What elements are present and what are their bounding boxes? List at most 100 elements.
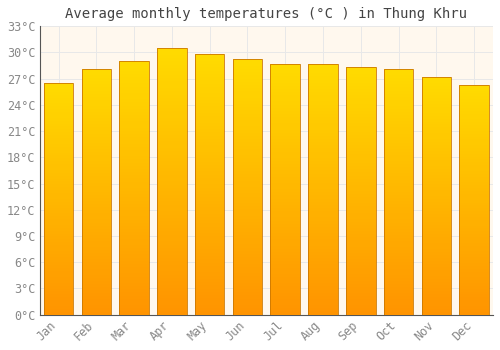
Bar: [460, 93, 489, 96]
Bar: [346, 67, 376, 315]
Bar: [157, 265, 186, 268]
Bar: [120, 213, 149, 216]
Bar: [157, 94, 186, 98]
Bar: [270, 161, 300, 164]
Bar: [308, 92, 338, 95]
Bar: [346, 278, 376, 281]
Bar: [44, 106, 73, 109]
Bar: [422, 279, 451, 282]
Bar: [384, 103, 414, 106]
Bar: [232, 264, 262, 267]
Bar: [120, 137, 149, 140]
Bar: [308, 267, 338, 271]
Bar: [44, 184, 73, 187]
Bar: [460, 88, 489, 91]
Bar: [422, 264, 451, 267]
Bar: [232, 187, 262, 190]
Bar: [346, 188, 376, 191]
Bar: [384, 180, 414, 183]
Bar: [44, 219, 73, 222]
Bar: [195, 74, 224, 77]
Bar: [422, 178, 451, 181]
Bar: [195, 217, 224, 220]
Bar: [157, 294, 186, 298]
Bar: [120, 229, 149, 232]
Bar: [82, 186, 111, 189]
Bar: [232, 273, 262, 276]
Bar: [195, 54, 224, 57]
Bar: [422, 270, 451, 273]
Bar: [308, 264, 338, 267]
Bar: [195, 165, 224, 168]
Bar: [270, 189, 300, 192]
Bar: [460, 162, 489, 165]
Bar: [308, 64, 338, 67]
Bar: [157, 274, 186, 278]
Bar: [384, 91, 414, 94]
Bar: [232, 251, 262, 254]
Bar: [346, 274, 376, 278]
Bar: [270, 79, 300, 83]
Bar: [270, 274, 300, 277]
Bar: [44, 274, 73, 277]
Bar: [460, 111, 489, 113]
Bar: [384, 72, 414, 75]
Bar: [120, 102, 149, 106]
Bar: [346, 234, 376, 237]
Bar: [195, 168, 224, 172]
Bar: [120, 150, 149, 153]
Bar: [346, 79, 376, 83]
Bar: [44, 164, 73, 167]
Bar: [195, 223, 224, 227]
Bar: [44, 300, 73, 303]
Bar: [422, 142, 451, 145]
Bar: [460, 174, 489, 177]
Bar: [422, 252, 451, 255]
Bar: [270, 105, 300, 108]
Bar: [195, 139, 224, 142]
Bar: [82, 275, 111, 278]
Bar: [308, 133, 338, 136]
Bar: [82, 69, 111, 72]
Bar: [422, 258, 451, 261]
Bar: [308, 299, 338, 302]
Bar: [157, 208, 186, 211]
Bar: [270, 67, 300, 70]
Bar: [82, 140, 111, 143]
Bar: [82, 69, 111, 315]
Bar: [460, 306, 489, 309]
Bar: [195, 266, 224, 269]
Bar: [157, 268, 186, 271]
Bar: [346, 246, 376, 250]
Bar: [120, 210, 149, 213]
Bar: [157, 91, 186, 95]
Bar: [232, 152, 262, 155]
Bar: [120, 159, 149, 162]
Bar: [44, 291, 73, 294]
Bar: [308, 186, 338, 189]
Bar: [157, 248, 186, 251]
Bar: [270, 117, 300, 120]
Bar: [44, 124, 73, 126]
Bar: [346, 77, 376, 80]
Bar: [44, 239, 73, 242]
Bar: [346, 172, 376, 175]
Bar: [82, 164, 111, 167]
Bar: [157, 81, 186, 85]
Bar: [270, 108, 300, 111]
Bar: [82, 302, 111, 306]
Bar: [120, 194, 149, 197]
Bar: [384, 287, 414, 290]
Bar: [82, 112, 111, 115]
Bar: [346, 312, 376, 315]
Bar: [346, 123, 376, 126]
Bar: [270, 155, 300, 158]
Bar: [157, 138, 186, 141]
Bar: [120, 286, 149, 289]
Bar: [384, 152, 414, 155]
Bar: [232, 60, 262, 315]
Bar: [195, 301, 224, 305]
Bar: [157, 125, 186, 128]
Bar: [195, 210, 224, 214]
Bar: [232, 69, 262, 72]
